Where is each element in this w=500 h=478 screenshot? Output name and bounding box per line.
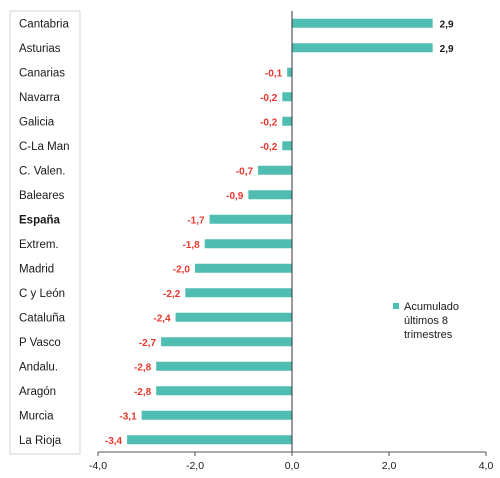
legend-line-3: trimestres (404, 329, 453, 341)
data-label: -1,7 (187, 215, 205, 226)
x-tick-label: -2,0 (186, 460, 204, 472)
bar (282, 92, 292, 102)
data-label: -2,4 (153, 313, 171, 324)
bar (209, 214, 292, 224)
data-label: -0,1 (265, 68, 283, 79)
x-tick-label: -4,0 (89, 460, 107, 472)
bar (204, 239, 292, 249)
bar (248, 190, 292, 200)
bar (258, 165, 292, 175)
data-label: -2,8 (134, 387, 152, 398)
category-label: Galicia (19, 116, 55, 128)
data-label: -3,4 (105, 436, 123, 447)
bar (185, 288, 292, 298)
category-label: C-La Man (19, 141, 70, 153)
bar (282, 116, 292, 126)
x-tick-label: 0,0 (285, 460, 300, 472)
category-label: P Vasco (19, 337, 61, 349)
category-label: C y León (19, 288, 65, 300)
bar (282, 141, 292, 151)
data-label: -3,1 (119, 411, 137, 422)
data-label: 2,9 (440, 44, 454, 55)
category-label: Murcia (19, 410, 54, 422)
labels-group: Cantabria 2,9 Asturias 2,9 Canarias -0,1 Navar… (19, 18, 454, 447)
category-label: Andalu. (19, 361, 58, 373)
bar (292, 43, 433, 53)
category-label: Baleares (19, 190, 65, 202)
category-label-box (9, 10, 81, 455)
category-label: Cataluña (19, 312, 66, 324)
category-label: España (19, 214, 61, 226)
legend-label: Acumulado últimos 8 trimestres (404, 301, 462, 341)
category-label: Canarias (19, 67, 65, 79)
data-label: -0,7 (236, 166, 254, 177)
bar (175, 312, 292, 322)
x-tick-label: 4,0 (479, 460, 494, 472)
legend-line-1: Acumulado (404, 301, 459, 313)
bar (141, 410, 292, 420)
bar (292, 18, 433, 28)
legend: Acumulado últimos 8 trimestres (393, 301, 462, 341)
data-label: -0,2 (260, 142, 278, 153)
data-label: -2,2 (163, 289, 181, 300)
data-label: -2,7 (139, 338, 157, 349)
data-label: -2,8 (134, 362, 152, 373)
bar (287, 67, 292, 77)
bar (156, 361, 292, 371)
category-label: Aragón (19, 386, 56, 398)
data-label: 2,9 (440, 19, 454, 30)
category-label: Cantabria (19, 18, 69, 30)
data-label: -0,2 (260, 93, 278, 104)
bar (195, 263, 292, 273)
legend-marker (393, 303, 399, 309)
category-label: La Rioja (19, 435, 62, 447)
bar (156, 386, 292, 396)
bar (127, 435, 292, 445)
legend-line-2: últimos 8 (404, 315, 448, 327)
bars-group (127, 18, 433, 445)
data-label: -0,9 (226, 191, 244, 202)
category-label: Extrem. (19, 239, 59, 251)
data-label: -0,2 (260, 117, 278, 128)
x-tick-label: 2,0 (382, 460, 397, 472)
x-axis-ticks: -4,0 -2,0 0,0 2,0 4,0 (89, 452, 493, 472)
data-label: -2,0 (173, 264, 191, 275)
category-label: Madrid (19, 263, 54, 275)
category-label: Asturias (19, 43, 61, 55)
category-label: C. Valen. (19, 165, 65, 177)
category-label: Navarra (19, 92, 61, 104)
data-label: -1,8 (182, 240, 200, 251)
bar (161, 337, 292, 347)
